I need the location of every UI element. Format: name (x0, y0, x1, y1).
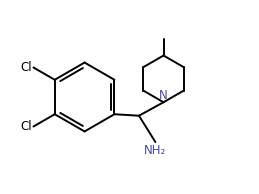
Text: N: N (159, 89, 168, 102)
Text: Cl: Cl (20, 61, 32, 74)
Text: Cl: Cl (20, 120, 32, 133)
Text: NH₂: NH₂ (144, 145, 167, 158)
